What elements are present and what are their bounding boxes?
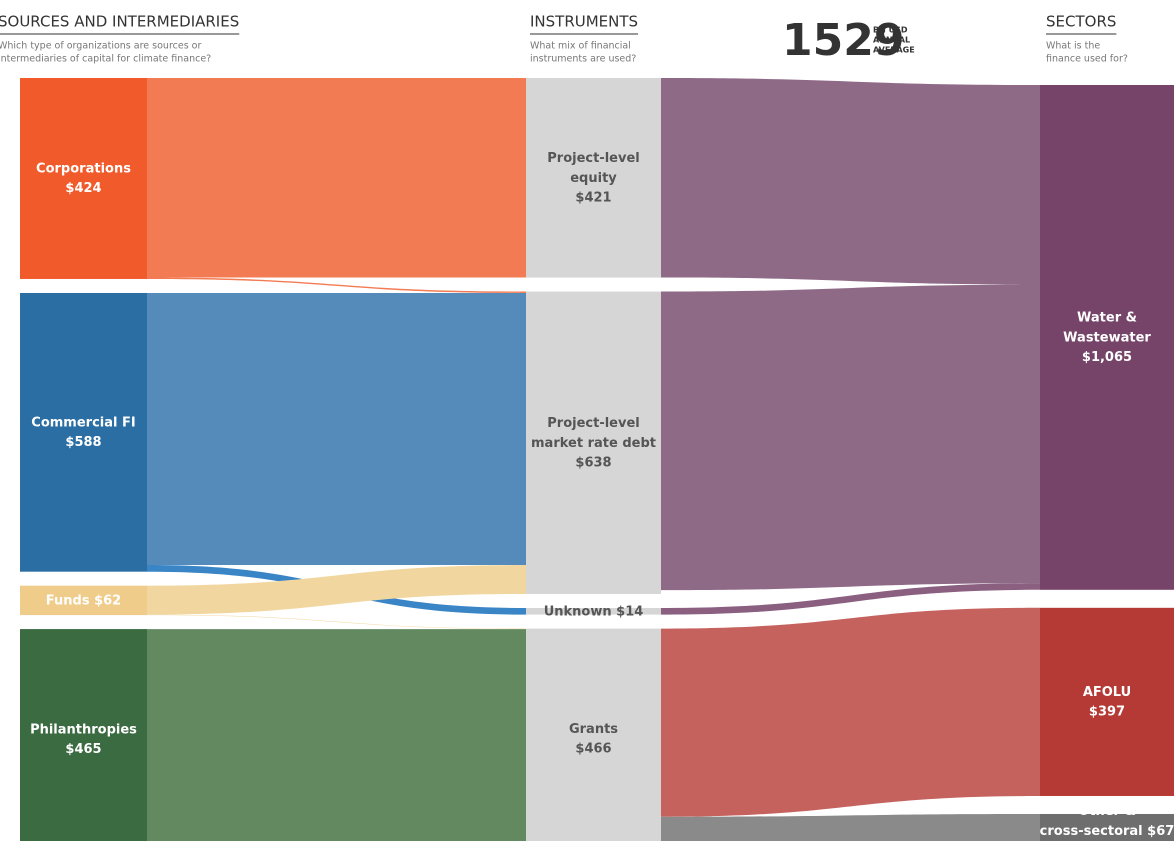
node-name: Unknown xyxy=(544,604,612,619)
node-name: Commercial FI xyxy=(31,415,135,430)
flow xyxy=(661,78,1040,285)
node xyxy=(526,607,661,615)
node-name: AFOLU xyxy=(1083,684,1131,699)
node-value: $1,065 xyxy=(1082,350,1132,365)
node-label: Grants xyxy=(569,722,618,737)
node-name: Funds xyxy=(46,593,90,608)
node xyxy=(20,629,147,841)
node xyxy=(20,78,147,279)
flow xyxy=(147,292,526,566)
links xyxy=(147,78,1040,841)
node-label: Commercial FI xyxy=(31,415,135,430)
node-label: Water & xyxy=(1077,310,1137,325)
node-name: cross-sectoral xyxy=(1040,824,1143,839)
node-label: Wastewater xyxy=(1063,330,1151,345)
node-name: Project-level xyxy=(547,415,639,430)
node-label: Philanthropies xyxy=(30,722,137,737)
node-name: market rate debt xyxy=(531,435,656,450)
node-name: Project-level xyxy=(547,150,639,165)
flow xyxy=(661,813,1040,841)
flow xyxy=(147,565,526,615)
node-value: $588 xyxy=(65,435,101,450)
column-title: SECTORS xyxy=(1046,13,1116,31)
total-label: BN USD xyxy=(873,26,908,35)
node-label: cross-sectoral $67 xyxy=(1040,824,1174,839)
node-value: $14 xyxy=(616,604,643,619)
node-label: Unknown $14 xyxy=(544,604,644,619)
node-label: AFOLU xyxy=(1083,684,1131,699)
node xyxy=(526,628,661,841)
node xyxy=(20,585,147,616)
column-subtitle: instruments are used? xyxy=(530,54,636,65)
node-label: equity xyxy=(570,170,617,185)
column-title: INSTRUMENTS xyxy=(530,13,638,31)
node-value: $397 xyxy=(1089,704,1125,719)
flow xyxy=(661,583,1040,615)
node-value: $424 xyxy=(65,181,101,196)
node-label: market rate debt xyxy=(531,435,656,450)
total-label: AVERAGE xyxy=(873,46,915,55)
flow xyxy=(661,284,1040,591)
node-label: Corporations xyxy=(36,161,131,176)
flow xyxy=(147,614,526,630)
total-label: ANNUAL xyxy=(873,36,910,45)
flow xyxy=(147,277,526,293)
column-subtitle: intermediaries of capital for climate fi… xyxy=(0,54,211,65)
node-name: Other & xyxy=(1078,804,1136,819)
node-value: $421 xyxy=(575,190,611,205)
node-name: Wastewater xyxy=(1063,330,1151,345)
node-value: $638 xyxy=(575,455,611,470)
node-name: equity xyxy=(570,170,617,185)
node-label: Other & xyxy=(1078,804,1136,819)
node xyxy=(526,78,661,278)
node-label: Funds $62 xyxy=(46,593,121,608)
node xyxy=(1040,85,1174,590)
node-name: Grants xyxy=(569,722,618,737)
node-name: Corporations xyxy=(36,161,131,176)
node-label: Project-level xyxy=(547,415,639,430)
headers: SOURCES AND INTERMEDIARIES Which type of … xyxy=(0,13,1128,65)
flow xyxy=(147,629,526,841)
column-title: SOURCES AND INTERMEDIARIES xyxy=(0,13,239,31)
nodes: Corporations $424 Commercial FI $588 Funds $… xyxy=(20,78,1174,841)
column-subtitle: What is the xyxy=(1046,41,1100,52)
node-value: $67 xyxy=(1147,824,1174,839)
column-subtitle: Which type of organizations are sources … xyxy=(0,41,201,52)
flow xyxy=(147,78,526,278)
node xyxy=(526,291,661,594)
total-value: 1529 xyxy=(782,15,904,66)
node xyxy=(20,292,147,572)
node-name: Philanthropies xyxy=(30,722,137,737)
flow xyxy=(661,607,1040,817)
node-value: $465 xyxy=(65,742,101,757)
node xyxy=(1040,607,1174,796)
node-value: $62 xyxy=(94,593,121,608)
column-subtitle: finance used for? xyxy=(1046,54,1128,65)
node-label: Project-level xyxy=(547,150,639,165)
node-value: $466 xyxy=(575,742,611,757)
column-subtitle: What mix of financial xyxy=(530,41,631,52)
node xyxy=(1040,813,1174,841)
node-name: Water & xyxy=(1077,310,1137,325)
